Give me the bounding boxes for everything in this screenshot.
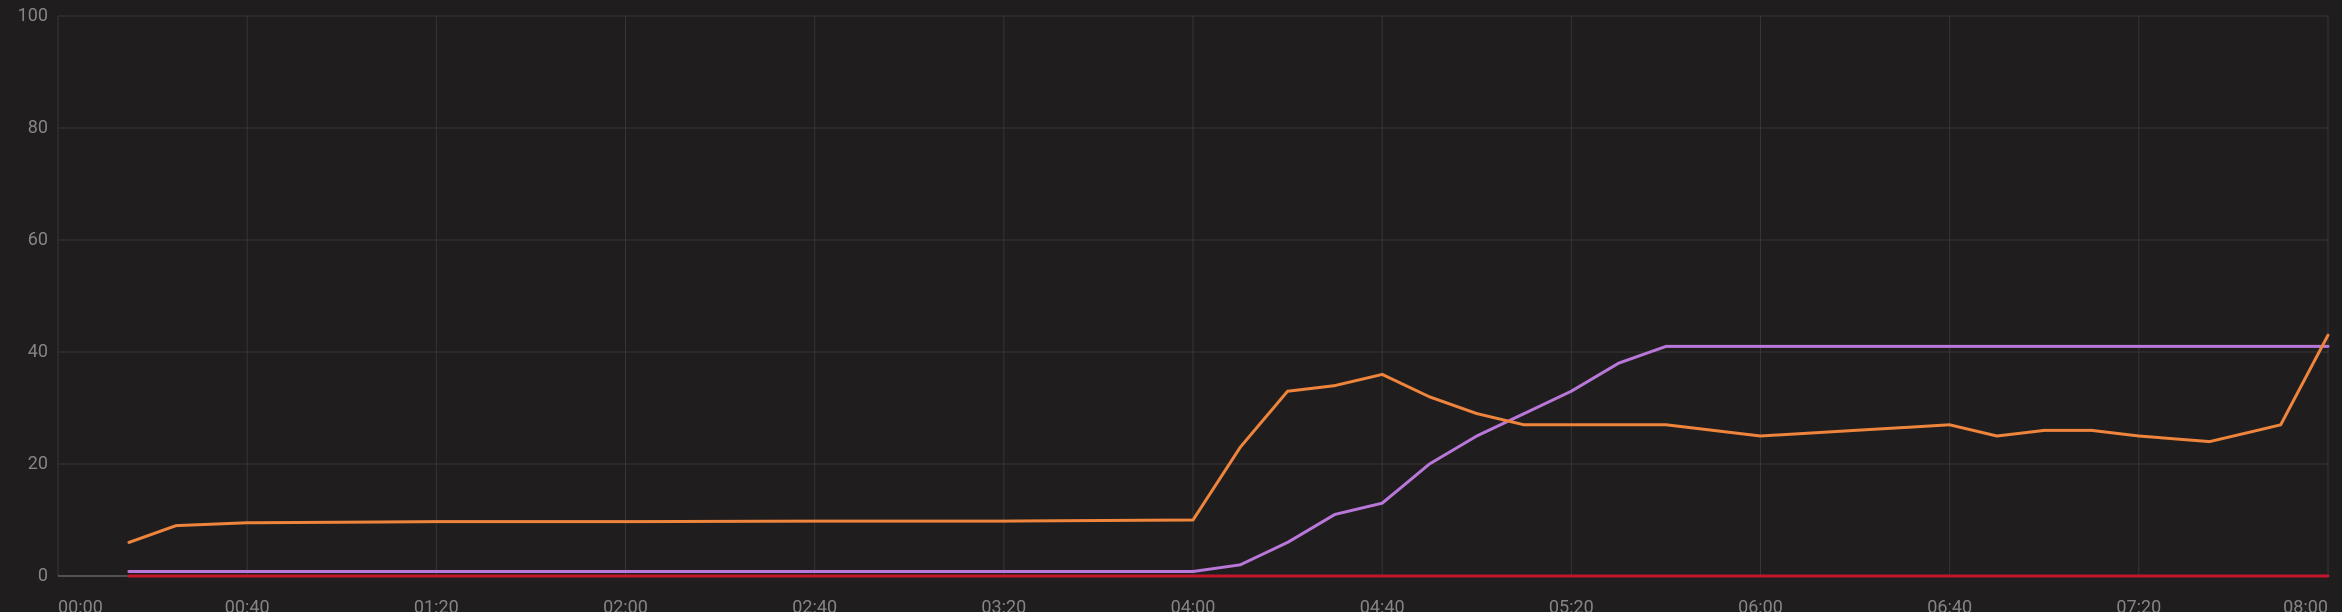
x-axis-label: 06:00 [1738, 597, 1783, 612]
x-axis-label: 04:40 [1360, 597, 1405, 612]
x-axis-label: 07:20 [2116, 597, 2161, 612]
y-axis-label: 60 [28, 229, 48, 250]
x-axis-label: 03:20 [981, 597, 1026, 612]
chart-container: 0 20 40 60 80 100 00:00 00:40 01:20 02:00 02:40 03:… [0, 0, 2342, 612]
line-chart: 0 20 40 60 80 100 00:00 00:40 01:20 02:00 02:40 03:… [0, 0, 2342, 612]
x-axis-label: 04:00 [1171, 597, 1216, 612]
x-axis-label: 00:00 [58, 597, 103, 612]
x-axis-label: 02:00 [603, 597, 648, 612]
y-axis-label: 40 [28, 341, 48, 362]
y-axis-label: 20 [28, 453, 48, 474]
x-axis-label: 00:40 [225, 597, 270, 612]
x-axis-label: 01:20 [414, 597, 459, 612]
x-axis-label: 06:40 [1927, 597, 1972, 612]
y-axis-label: 100 [18, 5, 48, 26]
y-axis-label: 0 [38, 565, 48, 586]
x-axis-label: 08:00 [2283, 597, 2328, 612]
x-axis-label: 02:40 [792, 597, 837, 612]
y-axis-label: 80 [28, 117, 48, 138]
x-axis-label: 05:20 [1549, 597, 1594, 612]
